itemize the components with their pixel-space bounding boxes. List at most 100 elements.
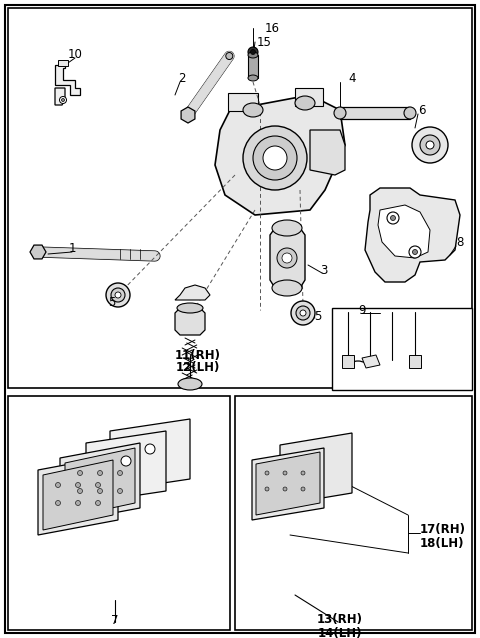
Ellipse shape [178,378,202,390]
Ellipse shape [404,107,416,119]
Polygon shape [30,245,46,259]
Text: 18(LH): 18(LH) [420,537,465,549]
Circle shape [301,471,305,475]
Circle shape [301,487,305,491]
Polygon shape [340,107,410,119]
Circle shape [97,489,103,494]
Text: 8: 8 [456,235,463,248]
Polygon shape [378,205,430,258]
Circle shape [296,306,310,320]
Text: 17(RH): 17(RH) [420,524,466,537]
Polygon shape [55,88,65,105]
Bar [332,308,472,390]
Circle shape [253,136,297,180]
Circle shape [226,52,233,59]
Circle shape [263,146,287,170]
Polygon shape [252,448,324,520]
Circle shape [426,141,434,149]
Circle shape [291,301,315,325]
Polygon shape [65,448,135,518]
Ellipse shape [248,52,258,58]
Ellipse shape [243,103,263,117]
Polygon shape [55,65,80,95]
Polygon shape [362,355,380,368]
Text: 16: 16 [265,22,280,34]
Bar [228,93,258,111]
Polygon shape [181,107,195,123]
Circle shape [56,482,60,487]
Polygon shape [215,95,345,215]
Text: 12(LH): 12(LH) [176,362,220,375]
Circle shape [96,500,100,505]
Polygon shape [256,452,320,515]
Circle shape [282,253,292,263]
Bar [295,88,323,106]
Ellipse shape [295,96,315,110]
Text: 9: 9 [358,304,366,316]
Circle shape [97,470,103,475]
Polygon shape [270,228,305,288]
Polygon shape [43,460,113,530]
Ellipse shape [272,280,302,296]
Polygon shape [175,308,205,335]
Polygon shape [248,55,258,78]
Circle shape [283,471,287,475]
Text: 6: 6 [418,103,425,117]
Bar [8,8,472,388]
Bar [8,396,230,630]
Text: 10: 10 [68,48,83,61]
Circle shape [77,470,83,475]
Bar [58,60,68,66]
Polygon shape [175,285,210,300]
Ellipse shape [177,303,203,313]
Text: 5: 5 [108,295,116,309]
Text: 13(RH): 13(RH) [317,614,363,627]
Circle shape [265,471,269,475]
Polygon shape [365,188,460,282]
Circle shape [96,482,100,487]
Circle shape [251,50,255,54]
Circle shape [118,489,122,494]
Circle shape [420,135,440,155]
Polygon shape [342,355,354,368]
Circle shape [111,288,125,302]
Circle shape [277,248,297,268]
Circle shape [300,310,306,316]
Polygon shape [409,355,421,368]
Polygon shape [38,455,118,535]
Bar [235,396,472,630]
Ellipse shape [248,75,258,81]
Polygon shape [280,433,352,505]
Circle shape [412,249,418,255]
Circle shape [106,283,130,307]
Circle shape [60,96,67,103]
Text: 2: 2 [178,71,186,84]
Text: 5: 5 [314,309,322,322]
Circle shape [387,212,399,224]
Circle shape [77,489,83,494]
Polygon shape [110,419,190,491]
Circle shape [56,500,60,505]
Circle shape [61,98,64,101]
Text: 14(LH): 14(LH) [318,627,362,638]
Circle shape [243,126,307,190]
Text: 3: 3 [320,263,327,276]
Circle shape [283,487,287,491]
Circle shape [115,292,121,298]
Text: 1: 1 [68,242,76,255]
Circle shape [265,487,269,491]
Polygon shape [310,130,345,175]
Circle shape [409,246,421,258]
Circle shape [412,127,448,163]
Ellipse shape [334,107,346,119]
Circle shape [121,456,131,466]
Circle shape [145,444,155,454]
Polygon shape [86,431,166,503]
Text: 15: 15 [257,36,272,48]
Text: 11(RH): 11(RH) [175,348,221,362]
Text: 7: 7 [111,614,119,627]
Polygon shape [60,443,140,523]
Circle shape [391,216,396,221]
Text: 4: 4 [348,71,356,84]
Circle shape [75,482,81,487]
